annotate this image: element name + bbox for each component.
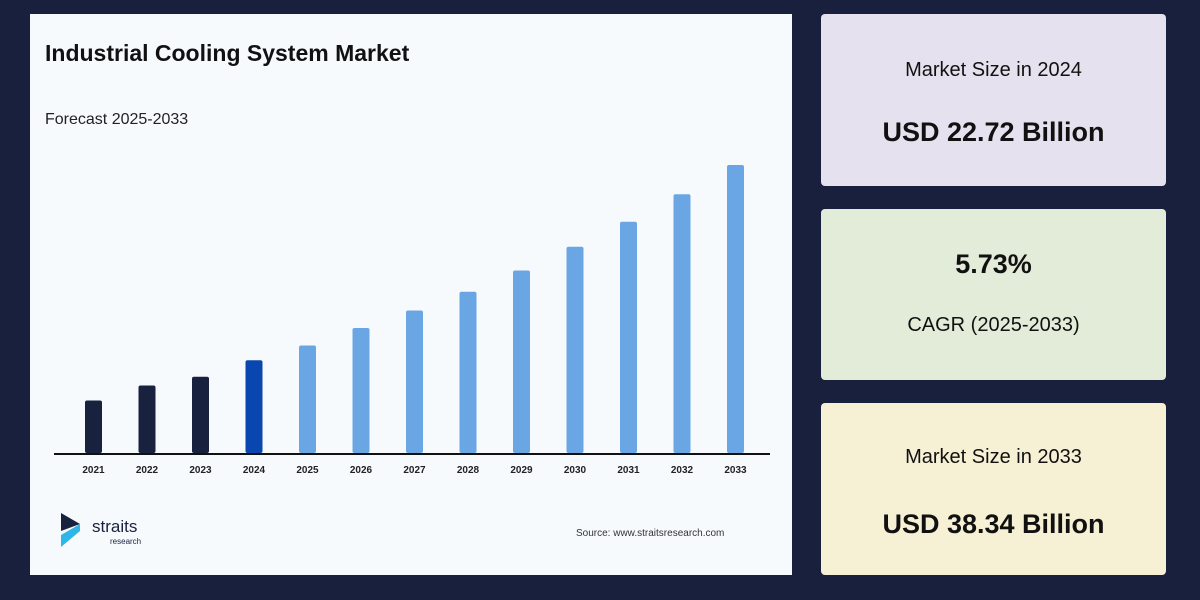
bar-chart: 2021 2022 2023 2024 2025 2026 2027 2028 2029 2030… bbox=[54, 165, 770, 476]
x-tick-label: 2025 bbox=[296, 465, 319, 476]
source-text: Source: www.straitsresearch.com bbox=[576, 528, 725, 539]
chart-subtitle: Forecast 2025-2033 bbox=[45, 111, 189, 128]
card-value: 5.73% bbox=[955, 249, 1032, 279]
bar-2029 bbox=[513, 270, 530, 453]
x-tick-label: 2026 bbox=[350, 465, 373, 476]
x-tick-label: 2021 bbox=[82, 465, 105, 476]
bar-2033 bbox=[727, 165, 744, 453]
x-tick-label: 2033 bbox=[724, 465, 747, 476]
straits-logo: straits research bbox=[61, 513, 141, 547]
bar-2032 bbox=[673, 194, 691, 453]
card-value: USD 38.34 Billion bbox=[882, 509, 1105, 539]
chart-title: Industrial Cooling System Market bbox=[45, 40, 410, 66]
bar-2031 bbox=[620, 221, 637, 453]
card-value: USD 22.72 Billion bbox=[882, 117, 1105, 147]
x-tick-label: 2031 bbox=[617, 465, 640, 476]
bar-2026 bbox=[352, 328, 370, 453]
bar-2023 bbox=[192, 376, 209, 453]
bar-2030 bbox=[566, 246, 584, 453]
bar-2022 bbox=[138, 385, 156, 453]
x-tick-label: 2022 bbox=[136, 465, 159, 476]
bar-2025 bbox=[299, 345, 316, 453]
card-label: Market Size in 2024 bbox=[905, 59, 1082, 81]
x-tick-label: 2024 bbox=[243, 465, 266, 476]
x-tick-label: 2027 bbox=[403, 465, 426, 476]
x-tick-label: 2029 bbox=[510, 465, 533, 476]
x-tick-label: 2023 bbox=[189, 465, 212, 476]
card-label: CAGR (2025-2033) bbox=[907, 314, 1080, 336]
svg-text:straits: straits bbox=[92, 517, 137, 536]
card-label: Market Size in 2033 bbox=[905, 446, 1082, 468]
x-tick-label: 2030 bbox=[564, 465, 587, 476]
x-tick-label: 2028 bbox=[457, 465, 480, 476]
chart-panel: 2021 2022 2023 2024 2025 2026 2027 2028 2029 2030… bbox=[30, 14, 792, 575]
bar-2024 bbox=[245, 360, 263, 453]
x-tick-label: 2032 bbox=[671, 465, 694, 476]
bar-2021 bbox=[85, 400, 102, 453]
bar-2027 bbox=[406, 310, 423, 453]
card-market-size-2033: Market Size in 2033 USD 38.34 Billion bbox=[821, 403, 1166, 575]
svg-text:research: research bbox=[110, 537, 141, 546]
card-cagr: 5.73% CAGR (2025-2033) bbox=[821, 209, 1166, 380]
bar-2028 bbox=[459, 291, 477, 453]
card-market-size-2024: Market Size in 2024 USD 22.72 Billion bbox=[821, 14, 1166, 186]
